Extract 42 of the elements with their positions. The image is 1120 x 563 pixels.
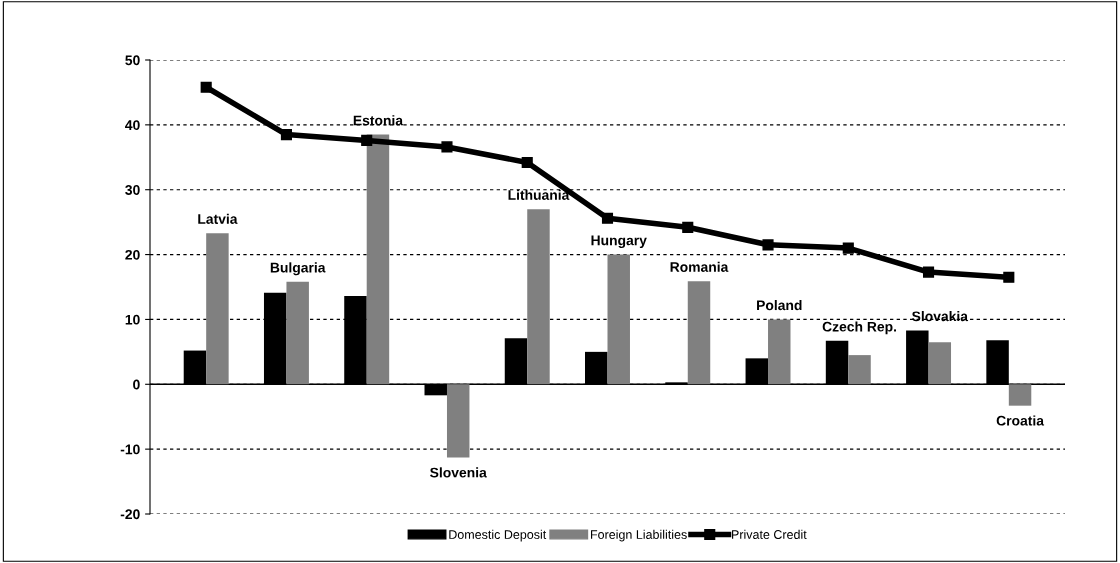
bar (687, 281, 711, 385)
bar (366, 134, 390, 385)
point (1003, 271, 1015, 283)
legend-label: Private Credit (732, 529, 807, 539)
point (200, 81, 212, 93)
x-tick-label: Latvia (198, 213, 238, 224)
bar (286, 281, 309, 385)
x-tick-label: Croatia (996, 415, 1045, 426)
y-tick-label: 0 (133, 379, 140, 390)
bar (607, 254, 630, 385)
y-tick-label: 10 (125, 314, 140, 325)
y-tick-label: 30 (125, 185, 140, 195)
point (521, 156, 533, 169)
x-tick-label: Czech Rep. (822, 321, 896, 335)
bar (1008, 384, 1032, 406)
point (842, 242, 854, 254)
point (280, 129, 293, 141)
bar (848, 355, 871, 385)
point (762, 239, 774, 251)
x-tick-label: Hungary (591, 235, 647, 249)
y-tick-label: -10 (120, 444, 140, 455)
bar (446, 384, 470, 458)
point (361, 134, 373, 146)
legend-label: Domestic Deposit (449, 529, 547, 542)
y-tick-label: 20 (125, 249, 140, 260)
y-tick-label: 50 (125, 55, 140, 66)
legend-label: Foreign Liabilities (591, 529, 687, 542)
x-tick-label: Romania (670, 261, 729, 272)
bar (928, 342, 952, 385)
y-tick-label: -20 (120, 509, 140, 520)
x-tick-label: Bulgaria (270, 262, 326, 276)
point (682, 221, 694, 233)
y-tick-label: 40 (125, 120, 140, 131)
point (441, 141, 453, 153)
bar (768, 319, 791, 385)
x-tick-label: Estonia (353, 115, 404, 126)
point (922, 266, 935, 278)
bar (527, 209, 550, 385)
bar (206, 233, 229, 385)
x-tick-label: Slovenia (430, 467, 487, 478)
x-tick-label: Poland (757, 300, 802, 311)
point (601, 212, 614, 224)
